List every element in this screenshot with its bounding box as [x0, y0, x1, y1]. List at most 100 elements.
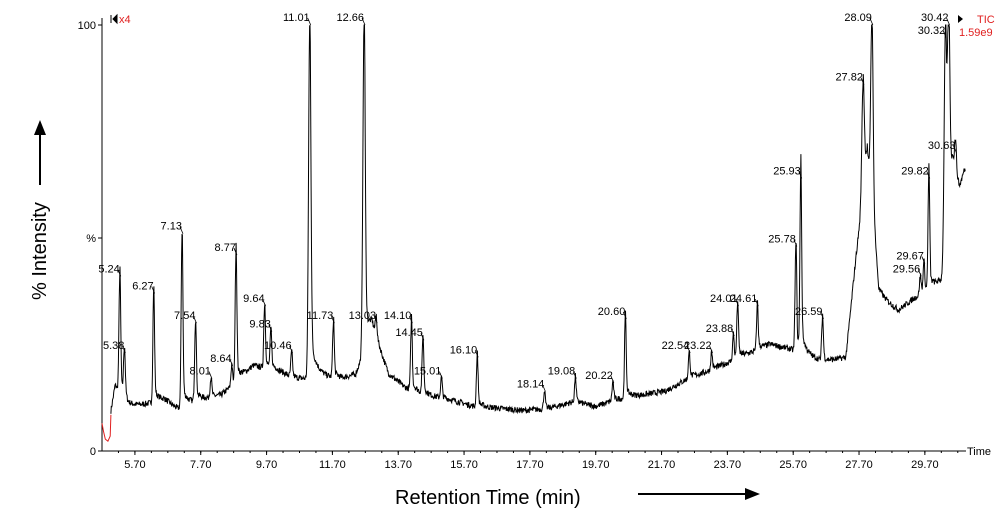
y-axis-title: % Intensity: [29, 202, 51, 300]
peak-label: 25.93: [773, 165, 801, 177]
peak-label: 7.54: [174, 310, 195, 322]
peak-label: 20.22: [585, 370, 613, 382]
magnification-label: x4: [119, 14, 131, 26]
trace-marker-icon: [958, 15, 963, 23]
peak-leader-line: [622, 311, 627, 320]
peak-leader-line: [917, 269, 922, 277]
peak-leader-line: [798, 171, 803, 179]
peak-leader-line: [754, 299, 759, 307]
x-tick-label: 15.70: [450, 459, 478, 471]
peak-leader-line: [942, 30, 947, 38]
peak-leader-line: [331, 316, 335, 324]
peak-leader-line: [709, 345, 713, 354]
peak-label: 9.64: [243, 293, 264, 305]
peak-label: 5.38: [103, 340, 124, 352]
peak-label: 8.01: [190, 366, 211, 378]
y-tick-label: %: [86, 233, 96, 245]
peak-label: 30.32: [918, 25, 946, 37]
x-tick-label: 9.70: [256, 459, 277, 471]
peak-label: 11.01: [283, 12, 310, 24]
peak-leader-line: [268, 324, 273, 332]
peak-label: 23.22: [684, 340, 712, 352]
peak-labels: 5.24 5.38 6.27 7.13 7.54 8.018.64 8.77 9.64 9.83…: [98, 12, 957, 392]
y-tick-label: 100: [78, 20, 96, 32]
peak-leader-line: [869, 17, 874, 26]
peak-label: 15.01: [414, 366, 442, 378]
peak-label: 29.56: [893, 263, 921, 275]
x-tick-label: 13.70: [384, 459, 412, 471]
peak-leader-line: [946, 17, 950, 26]
peak-leader-line: [572, 371, 577, 379]
x-tick-label: 27.70: [845, 459, 873, 471]
peak-label: 22.54: [662, 340, 690, 352]
peak-leader-line: [735, 299, 739, 307]
x-axis-title: Retention Time (min): [395, 487, 581, 509]
peak-leader-line: [409, 316, 413, 324]
x-ticks: 5.70 7.70 9.70 11.70 13.70 15.70 17.70 19.70 21.…: [117, 451, 959, 471]
peak-label: 13.03: [349, 310, 377, 322]
magnified-trace-segment: [101, 414, 112, 442]
x-tick-label: 11.70: [319, 459, 346, 471]
peak-leader-line: [122, 345, 126, 354]
peak-leader-line: [229, 358, 234, 366]
x-tick-label: 23.70: [714, 459, 742, 471]
peak-label: 9.83: [249, 319, 270, 331]
peak-label: 29.67: [896, 251, 924, 263]
x-tick-label: 7.70: [190, 459, 211, 471]
peak-leader-line: [921, 256, 926, 264]
peak-leader-line: [820, 311, 824, 320]
x-tick-label: 19.70: [582, 459, 610, 471]
peak-leader-line: [610, 375, 615, 383]
peak-leader-line: [926, 171, 931, 179]
x-tick-label: 21.70: [648, 459, 676, 471]
peak-leader-line: [262, 299, 266, 307]
peak-leader-line: [117, 269, 122, 277]
peak-label: 7.13: [161, 221, 182, 233]
peak-label: 5.24: [98, 263, 119, 275]
peak-leader-line: [793, 239, 798, 247]
peak-label: 30.63: [928, 140, 956, 152]
peak-leader-line: [179, 226, 184, 234]
peak-label: 25.78: [768, 234, 796, 246]
peak-label: 16.10: [450, 344, 478, 356]
x-tick-label: 29.70: [911, 459, 939, 471]
peak-leader-line: [373, 316, 378, 324]
peak-label: 8.64: [210, 353, 231, 365]
peak-label: 26.59: [795, 306, 823, 318]
peak-leader-line: [151, 286, 156, 294]
peak-leader-line: [233, 247, 238, 256]
peak-leader-line: [860, 77, 865, 85]
peak-label: 27.82: [835, 72, 863, 84]
peak-leader-line: [307, 17, 312, 26]
x-tick-label: 25.70: [779, 459, 807, 471]
peak-leader-line: [542, 384, 546, 392]
peak-label: 18.14: [517, 378, 545, 390]
peak-label: 24.01: [710, 293, 738, 305]
peak-label: 30.42: [921, 12, 949, 24]
peak-leader-line: [208, 371, 213, 379]
x-tick-label: 5.70: [124, 459, 145, 471]
max-intensity-label: 1.59e9: [959, 27, 993, 39]
x-tick-label: 17.70: [516, 459, 544, 471]
peak-leader-line: [438, 371, 443, 379]
peak-label: 8.77: [215, 242, 236, 254]
peak-leader-line: [730, 328, 735, 337]
peak-label: 11.73: [307, 310, 334, 322]
peak-label: 19.08: [548, 366, 576, 378]
y-tick-label: 0: [90, 446, 96, 458]
peak-leader-line: [361, 17, 366, 26]
peak-label: 14.10: [384, 310, 412, 322]
peak-label: 24.61: [730, 293, 758, 305]
x-unit-label: Time: [967, 446, 991, 458]
magnification-marker-icon: [110, 13, 118, 25]
peak-label: 29.82: [901, 165, 929, 177]
peak-label: 6.27: [132, 280, 153, 292]
peak-leader-line: [193, 316, 197, 324]
peak-label: 20.60: [598, 306, 626, 318]
peak-leader-line: [686, 345, 691, 354]
peak-label: 23.88: [706, 323, 734, 335]
peak-label: 12.66: [336, 12, 364, 24]
y-axis-arrow-icon: [34, 120, 46, 185]
peak-label: 14.45: [395, 327, 423, 339]
peak-leader-line: [953, 145, 957, 153]
